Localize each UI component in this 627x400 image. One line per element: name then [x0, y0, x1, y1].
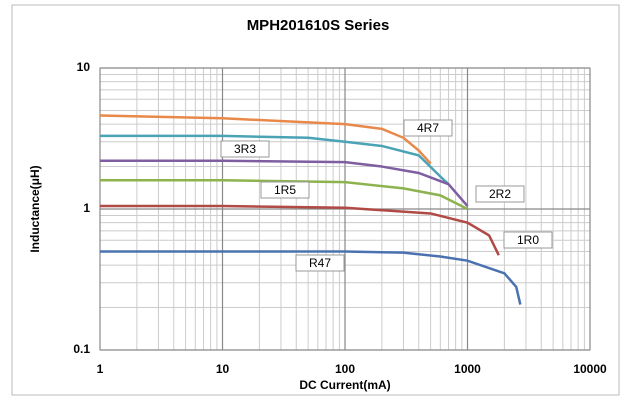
series-label-box	[295, 254, 345, 272]
x-axis-label: DC Current(mA)	[299, 378, 390, 392]
series-label-box	[503, 231, 553, 249]
series-label: 2R2	[489, 187, 511, 201]
series-label: R47	[309, 256, 331, 270]
series-label-box	[403, 119, 453, 137]
chart-title: MPH201610S Series	[247, 17, 390, 34]
series-label: 3R3	[234, 142, 256, 156]
series-label: 4R7	[417, 121, 439, 135]
series-line	[99, 114, 432, 165]
series-line	[100, 159, 469, 207]
y-tick-label: 1	[83, 201, 90, 215]
series-label: 1R0	[517, 233, 539, 247]
series-label-box	[260, 181, 310, 199]
series-label-box	[475, 185, 525, 203]
x-tick-label: 1000	[454, 362, 481, 376]
x-tick-label: 100	[335, 362, 355, 376]
x-tick-label: 10	[216, 362, 230, 376]
y-tick-label: 0.1	[73, 342, 90, 356]
x-tick-label: 10000	[573, 362, 607, 376]
series-line	[100, 178, 469, 211]
y-tick-label: 10	[77, 60, 91, 74]
series-line	[100, 134, 450, 186]
series-line	[100, 204, 500, 256]
y-axis-label: Inductance(μH)	[28, 165, 42, 252]
x-tick-label: 1	[97, 362, 104, 376]
series-label-box	[220, 140, 270, 158]
series-line	[100, 250, 522, 305]
series-label: 1R5	[274, 183, 296, 197]
